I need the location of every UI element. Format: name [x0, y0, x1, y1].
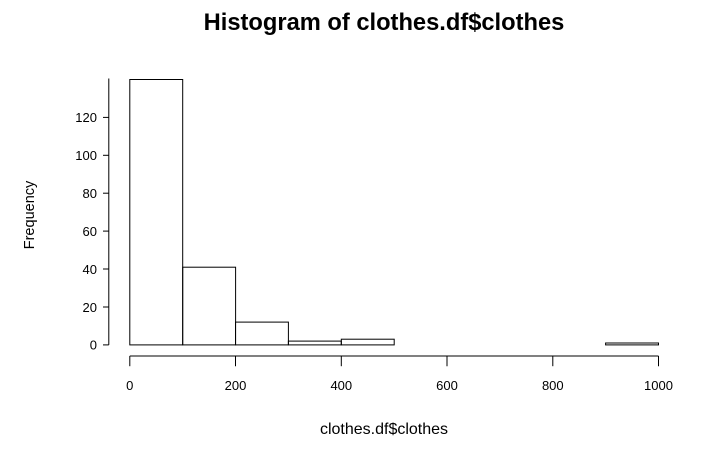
svg-text:600: 600 [436, 378, 458, 393]
svg-text:800: 800 [542, 378, 564, 393]
svg-text:Histogram of clothes.df$clothe: Histogram of clothes.df$clothes [204, 10, 565, 36]
svg-text:20: 20 [83, 300, 97, 315]
svg-text:80: 80 [83, 186, 97, 201]
svg-text:Frequency: Frequency [22, 180, 38, 249]
svg-text:60: 60 [83, 224, 97, 239]
svg-text:clothes.df$clothes: clothes.df$clothes [320, 421, 448, 438]
svg-text:100: 100 [75, 148, 97, 163]
svg-text:1000: 1000 [644, 378, 673, 393]
svg-text:40: 40 [83, 262, 97, 277]
svg-text:120: 120 [75, 110, 97, 125]
svg-text:0: 0 [90, 338, 97, 353]
svg-text:400: 400 [330, 378, 352, 393]
svg-text:0: 0 [126, 378, 133, 393]
svg-text:200: 200 [225, 378, 247, 393]
